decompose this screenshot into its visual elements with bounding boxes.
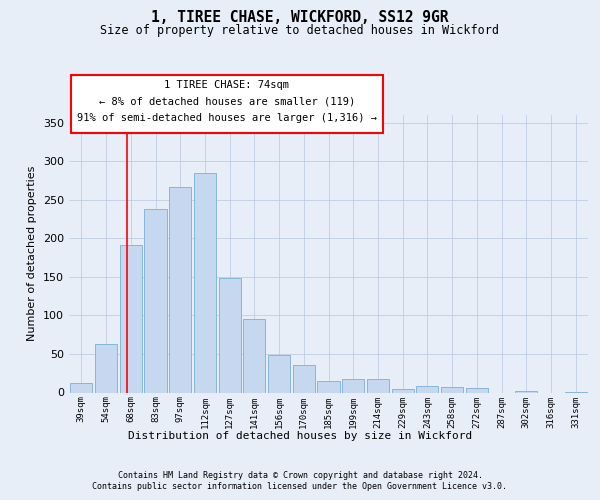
Bar: [317, 381, 340, 392]
Bar: [515, 391, 538, 392]
Text: Size of property relative to detached houses in Wickford: Size of property relative to detached ho…: [101, 24, 499, 37]
Bar: [416, 386, 439, 392]
Y-axis label: Number of detached properties: Number of detached properties: [28, 166, 37, 342]
Text: ← 8% of detached houses are smaller (119): ← 8% of detached houses are smaller (119…: [98, 96, 355, 106]
Bar: [169, 186, 191, 392]
Text: Contains HM Land Registry data © Crown copyright and database right 2024.: Contains HM Land Registry data © Crown c…: [118, 471, 482, 480]
Bar: [466, 388, 488, 392]
Bar: [95, 344, 117, 393]
Bar: [268, 354, 290, 393]
Bar: [218, 278, 241, 392]
Bar: [243, 318, 265, 392]
Bar: [392, 390, 414, 392]
Text: Contains public sector information licensed under the Open Government Licence v3: Contains public sector information licen…: [92, 482, 508, 491]
Text: Distribution of detached houses by size in Wickford: Distribution of detached houses by size …: [128, 431, 472, 441]
Text: 1 TIREE CHASE: 74sqm: 1 TIREE CHASE: 74sqm: [164, 80, 289, 90]
Bar: [367, 378, 389, 392]
Bar: [194, 173, 216, 392]
Bar: [293, 365, 315, 392]
Bar: [70, 383, 92, 392]
Text: 91% of semi-detached houses are larger (1,316) →: 91% of semi-detached houses are larger (…: [77, 113, 377, 123]
Bar: [119, 244, 142, 392]
Bar: [145, 209, 167, 392]
Text: 1, TIREE CHASE, WICKFORD, SS12 9GR: 1, TIREE CHASE, WICKFORD, SS12 9GR: [151, 10, 449, 25]
Bar: [342, 380, 364, 392]
Bar: [441, 387, 463, 392]
